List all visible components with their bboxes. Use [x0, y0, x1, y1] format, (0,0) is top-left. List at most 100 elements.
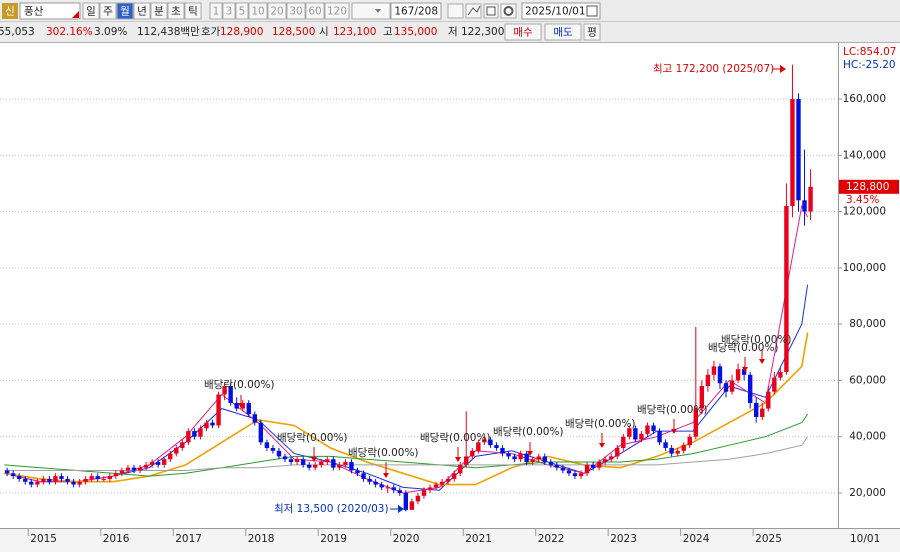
- candle-body: [379, 484, 384, 488]
- candle-body: [89, 476, 94, 479]
- candle-body: [615, 447, 620, 457]
- calendar-icon[interactable]: [586, 5, 598, 17]
- period-button[interactable]: [99, 2, 117, 20]
- candle-body: [530, 459, 535, 463]
- count-box[interactable]: [390, 2, 442, 20]
- y-tick-label: 160,000: [843, 93, 886, 105]
- period-button[interactable]: [167, 2, 185, 20]
- candle-body: [397, 490, 402, 493]
- high-note-arrowhead: [780, 65, 786, 73]
- dividend-note: 배당락(0.00%): [277, 432, 348, 444]
- price-tag: [839, 179, 899, 194]
- interval-button[interactable]: [286, 2, 306, 20]
- candle-body: [325, 459, 330, 463]
- open-label: 시: [319, 26, 329, 38]
- candle-body: [306, 464, 312, 468]
- interval-text: 1: [213, 6, 220, 18]
- annotation-arrowhead: [383, 473, 389, 478]
- annotation-arrowhead: [311, 457, 317, 462]
- y-tick-label: 20,000: [849, 487, 886, 499]
- candle-body: [385, 487, 390, 489]
- candle-body: [470, 450, 475, 457]
- candle-body: [71, 481, 76, 485]
- input-flag: [72, 11, 79, 18]
- candle-body: [41, 478, 46, 482]
- candle-body: [506, 453, 511, 457]
- candle-body: [59, 476, 64, 479]
- candle-body: [705, 374, 711, 387]
- price-tag-change: 3.45%: [846, 194, 879, 206]
- plot: 20,000 40,000 60,000 80,000 100,000 120,000 14…: [0, 63, 899, 545]
- candle-body: [65, 478, 70, 482]
- dividend-note: 배당락(0.00%): [493, 426, 564, 438]
- x-axis-bg: [0, 528, 900, 552]
- candle-body: [373, 481, 378, 485]
- interval-button[interactable]: [267, 2, 287, 20]
- sell-button[interactable]: [544, 23, 582, 41]
- candle-body: [433, 484, 439, 488]
- icon[interactable]: [500, 3, 517, 19]
- interval-button[interactable]: [248, 2, 268, 20]
- date-box[interactable]: [521, 2, 601, 20]
- candle-body: [717, 366, 723, 384]
- icon[interactable]: [447, 3, 464, 19]
- interval-button[interactable]: [324, 2, 350, 20]
- symbol-input[interactable]: [19, 2, 81, 20]
- annotation-arrowhead: [455, 457, 461, 462]
- candle-body: [669, 447, 674, 454]
- icon-glyph: [467, 5, 481, 16]
- bid: 128,500: [272, 26, 315, 38]
- dropdown[interactable]: [351, 2, 391, 20]
- candle-body: [47, 478, 52, 482]
- y-tick-label: 100,000: [843, 262, 886, 274]
- avg-button[interactable]: [583, 23, 601, 41]
- interval-button[interactable]: [235, 2, 249, 20]
- interval-text: 30: [289, 6, 302, 18]
- candle-body: [633, 428, 638, 440]
- interval-button[interactable]: [305, 2, 325, 20]
- candle-body: [228, 386, 233, 403]
- candle-body: [180, 442, 185, 448]
- candle-body: [590, 464, 596, 468]
- candle-body: [192, 431, 197, 437]
- price-tag-label: 128,800: [846, 181, 889, 193]
- candle-body: [264, 442, 270, 448]
- candle-body: [596, 462, 602, 468]
- candle-body: [560, 467, 566, 471]
- interval-button[interactable]: [222, 2, 236, 20]
- turnover-rate: 3.09%: [94, 26, 127, 38]
- high-label: 고: [383, 26, 393, 38]
- period-button[interactable]: [184, 2, 202, 20]
- symbol-box[interactable]: 신 풍산: [2, 2, 81, 20]
- period-button[interactable]: [150, 2, 168, 20]
- candle-body: [409, 501, 415, 510]
- high-note: 최고 172,200 (2025/07): [653, 63, 774, 75]
- candle-body: [802, 200, 807, 212]
- annotation-arrowhead: [527, 451, 533, 456]
- icon[interactable]: [483, 3, 499, 19]
- candle-body: [23, 478, 28, 482]
- x-tick-label: 2023: [610, 533, 637, 545]
- candle-body: [548, 462, 554, 465]
- period-button[interactable]: [133, 2, 151, 20]
- candle-body: [609, 456, 614, 460]
- interval-button[interactable]: [209, 2, 223, 20]
- sell-text: 매도: [553, 27, 573, 39]
- candle-body: [300, 459, 306, 465]
- period-button[interactable]: [82, 2, 100, 20]
- candle-body: [663, 442, 668, 448]
- buy-button[interactable]: [504, 23, 542, 41]
- candle-body: [216, 394, 221, 426]
- period-button[interactable]: [116, 2, 134, 20]
- candle-body: [808, 186, 813, 212]
- candle-body: [17, 476, 22, 479]
- candle-body: [524, 453, 529, 463]
- candle-body: [645, 425, 650, 434]
- low-note: 최저 13,500 (2020/03): [274, 503, 389, 515]
- icon[interactable]: [465, 3, 482, 19]
- period-text: 틱: [188, 6, 198, 18]
- candle-body: [198, 428, 203, 437]
- candle-body: [210, 422, 215, 426]
